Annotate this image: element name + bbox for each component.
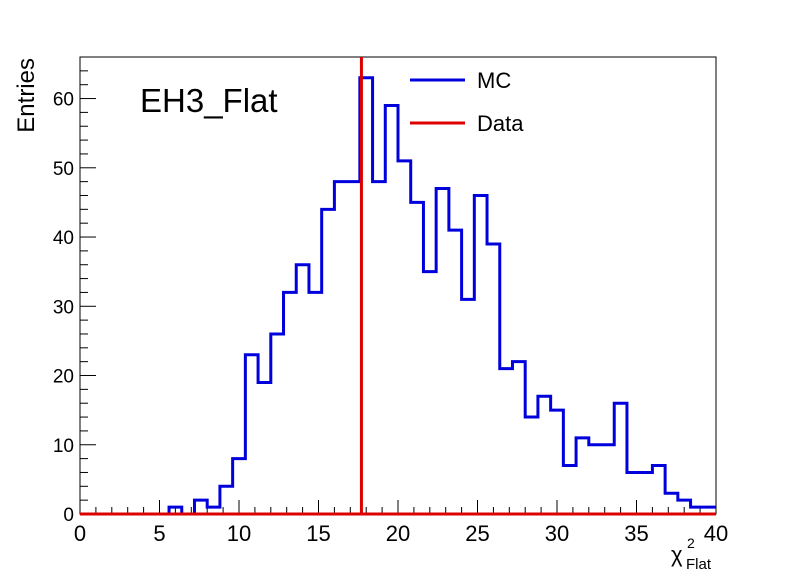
y-axis-label: Entries	[13, 58, 40, 133]
y-tick-label: 30	[53, 297, 74, 318]
x-axis: 0 5 10 15 20 25 30 35 40	[74, 500, 728, 546]
y-tick-label: 50	[53, 159, 74, 180]
y-tick-label: 20	[53, 367, 74, 388]
chart-annotation: EH3_Flat	[140, 82, 278, 119]
y-tick-label: 60	[53, 90, 74, 111]
x-tick-label: 20	[386, 521, 410, 546]
y-axis: 0 10 20 30 40 50 60	[53, 56, 96, 526]
legend: MC Data	[410, 68, 524, 136]
x-tick-label: 40	[704, 521, 728, 546]
series-mc-histogram	[80, 76, 716, 516]
x-tick-label: 10	[227, 521, 251, 546]
x-tick-label: 5	[153, 521, 165, 546]
x-tick-label: 0	[74, 521, 86, 546]
y-tick-label: 40	[53, 228, 74, 249]
y-tick-label: 10	[53, 436, 74, 457]
y-tick-label: 0	[63, 505, 74, 526]
x-tick-label: 30	[545, 521, 569, 546]
x-axis-label-main: χ	[671, 542, 683, 567]
legend-label-data: Data	[477, 111, 524, 136]
x-tick-label: 35	[624, 521, 648, 546]
series-layer	[80, 57, 716, 516]
x-tick-label: 25	[465, 521, 489, 546]
x-axis-label-sup: 2	[687, 535, 695, 551]
legend-label-mc: MC	[477, 68, 511, 93]
x-axis-label-sub: Flat	[686, 556, 712, 572]
x-axis-label: χ	[671, 542, 683, 567]
x-tick-label: 15	[306, 521, 330, 546]
